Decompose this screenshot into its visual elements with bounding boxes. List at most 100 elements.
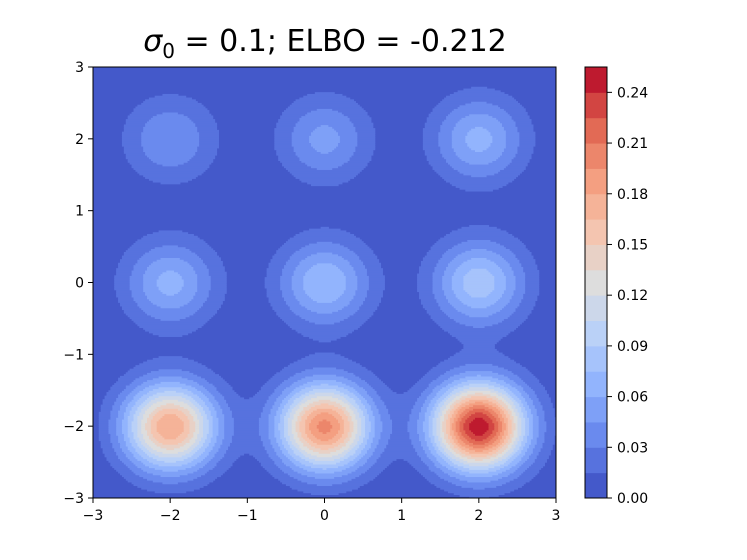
contour-cell (341, 404, 351, 408)
contour-cell (374, 429, 383, 433)
contour-cell (280, 433, 285, 436)
contour-cell (187, 302, 204, 305)
contour-cell (187, 462, 198, 465)
contour-cell (380, 418, 393, 422)
contour-cell (282, 458, 291, 461)
contour-cell (341, 417, 349, 420)
contour-cell (525, 280, 540, 284)
contour-cell (366, 289, 383, 293)
contour-cell (407, 422, 418, 425)
contour-cell (197, 435, 204, 438)
contour-cell (363, 402, 370, 406)
contour-cell (201, 305, 221, 309)
contour-cell (455, 352, 503, 355)
contour-cell (156, 162, 185, 165)
contour-cell (274, 429, 281, 433)
contour-cell (509, 467, 519, 470)
contour-cell (133, 413, 140, 416)
contour-cell (145, 463, 160, 467)
contour-cell (197, 469, 210, 472)
contour-cell (123, 251, 146, 255)
contour-cell (515, 255, 534, 258)
contour-cell (490, 390, 499, 393)
contour-cell (143, 147, 198, 151)
contour-cell (116, 295, 133, 298)
contour-cell (131, 295, 148, 298)
contour-cell (260, 388, 275, 391)
contour-cell (299, 420, 306, 424)
contour-cell (372, 440, 380, 443)
contour-cell (150, 404, 162, 408)
contour-cell (517, 408, 522, 411)
contour-cell (380, 433, 391, 436)
contour-cell (366, 390, 378, 393)
contour-cell (303, 397, 312, 400)
contour-cell (141, 237, 200, 240)
contour-cell (523, 447, 528, 451)
contour-cell (295, 404, 301, 408)
contour-cell (457, 411, 463, 415)
contour-cell (453, 410, 459, 413)
contour-cell (388, 411, 412, 415)
contour-cell (490, 259, 507, 262)
contour-cell (490, 438, 497, 442)
contour-cell (299, 465, 312, 469)
contour-cell (141, 102, 202, 106)
contour-cell (386, 445, 414, 449)
contour-cell (525, 431, 530, 434)
contour-cell (453, 440, 459, 443)
contour-cell (511, 445, 517, 449)
contour-cell (484, 408, 493, 411)
contour-cell (419, 411, 426, 415)
contour-cell (417, 429, 424, 433)
contour-cell (471, 454, 488, 458)
contour-cell (467, 480, 492, 483)
contour-cell (309, 424, 318, 427)
contour-cell (264, 445, 274, 449)
contour-cell (349, 156, 372, 160)
contour-cell (457, 431, 463, 434)
contour-cell (272, 474, 291, 478)
contour-cell (193, 418, 200, 422)
contour-cell (363, 410, 368, 413)
contour-cell (201, 390, 210, 393)
contour-cell (98, 433, 111, 436)
contour-cell (428, 415, 436, 418)
contour-cell (417, 431, 426, 434)
contour-cell (289, 171, 360, 174)
contour-cell (133, 242, 208, 246)
contour-cell (521, 393, 530, 397)
contour-cell (287, 304, 302, 307)
contour-cell (359, 307, 378, 311)
contour-cell (272, 305, 291, 309)
contour-cell (148, 384, 192, 388)
contour-cell (440, 174, 472, 178)
contour-cell (469, 427, 490, 431)
contour-cell (291, 395, 301, 399)
contour-cell (197, 128, 218, 131)
contour-cell (501, 395, 509, 399)
x-tick-label: 1 (397, 508, 406, 524)
contour-cell (486, 268, 503, 271)
contour-cell (195, 311, 218, 314)
contour-cell (338, 453, 347, 456)
contour-cell (116, 417, 125, 420)
contour-cell (338, 144, 358, 147)
contour-cell (193, 471, 208, 474)
contour-cell (110, 438, 119, 442)
contour-cell (513, 410, 519, 413)
contour-cell (131, 399, 138, 402)
contour-cell (517, 410, 522, 413)
contour-cell (316, 251, 333, 255)
contour-cell (492, 397, 499, 400)
contour-cell (189, 314, 214, 318)
contour-cell (442, 282, 453, 285)
contour-cell (143, 476, 198, 479)
contour-cell (430, 248, 449, 251)
contour-cell (212, 420, 219, 424)
contour-cell (438, 302, 451, 305)
contour-cell (505, 304, 520, 307)
contour-cell (226, 401, 268, 404)
contour-cell (197, 277, 212, 280)
contour-cell (131, 408, 138, 411)
